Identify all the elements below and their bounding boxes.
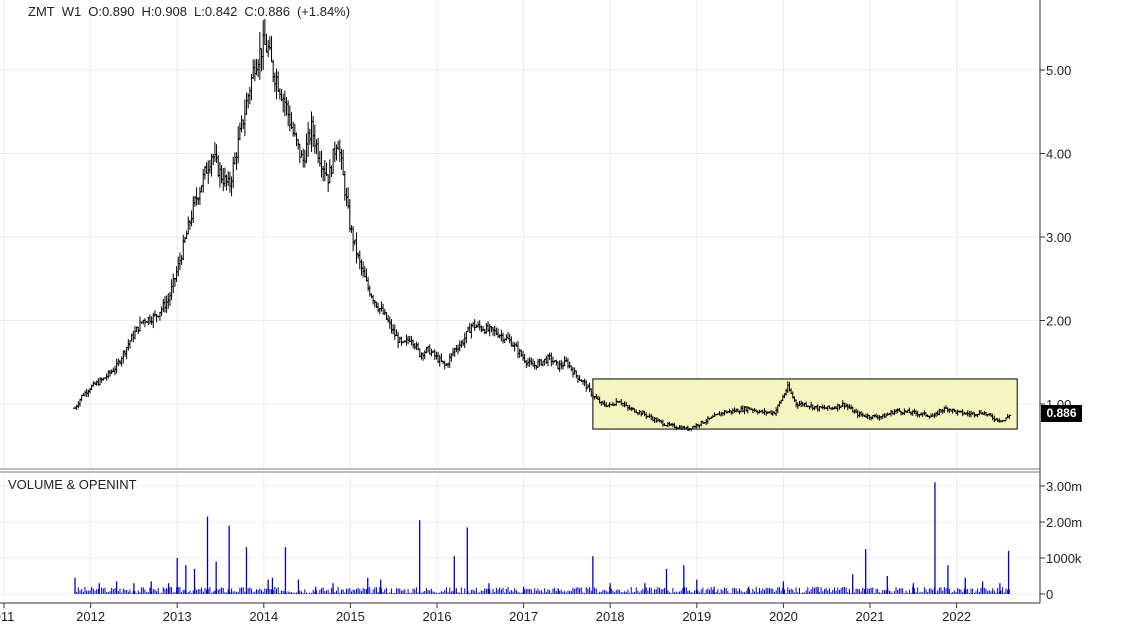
tick-labels: 011 2012 2013 2014 2015 2016 2017 2018 2019 2020 2…	[0, 63, 1082, 624]
x-tick-label: 2017	[509, 609, 538, 624]
price-bars	[73, 19, 1012, 432]
x-tick-label: 2015	[336, 609, 365, 624]
header-close: C:0.886	[244, 4, 290, 19]
volume-bars	[74, 482, 1010, 594]
x-tick-label: 2012	[76, 609, 105, 624]
header-high: H:0.908	[141, 4, 188, 19]
header-low: L:0.842	[194, 4, 238, 19]
x-tick-label: 2014	[249, 609, 278, 624]
chart-header: ZMT W1 O:0.890 H:0.908 L:0.842 C:0.886 (+1.84%…	[28, 4, 357, 19]
vol-tick-label: 2.00m	[1046, 515, 1082, 530]
x-tick-label: 2018	[596, 609, 625, 624]
x-tick-label: 2022	[942, 609, 971, 624]
header-symbol: ZMT	[28, 4, 55, 19]
last-price-tag: 0.886	[1041, 405, 1082, 422]
y-tick-label: 4.00	[1046, 147, 1071, 162]
x-tick-label: 2013	[163, 609, 192, 624]
x-tick-label: 2016	[423, 609, 452, 624]
vol-tick-label: 1000k	[1046, 551, 1082, 566]
vol-tick-label: 0	[1046, 587, 1053, 602]
grid-lines	[0, 0, 1040, 595]
header-change: (+1.84%)	[296, 4, 351, 19]
y-tick-label: 5.00	[1046, 63, 1071, 78]
volume-panel-title: VOLUME & OPENINT	[8, 477, 137, 492]
header-open: O:0.890	[88, 4, 135, 19]
x-tick-label: 2021	[856, 609, 885, 624]
y-tick-label: 2.00	[1046, 314, 1071, 329]
axes	[0, 0, 1045, 608]
x-tick-label: 2019	[682, 609, 711, 624]
x-tick-label: 2020	[769, 609, 798, 624]
y-tick-label: 3.00	[1046, 230, 1071, 245]
vol-tick-label: 3.00m	[1046, 479, 1082, 494]
header-timeframe: W1	[61, 4, 82, 19]
x-tick-label: 011	[0, 609, 14, 624]
